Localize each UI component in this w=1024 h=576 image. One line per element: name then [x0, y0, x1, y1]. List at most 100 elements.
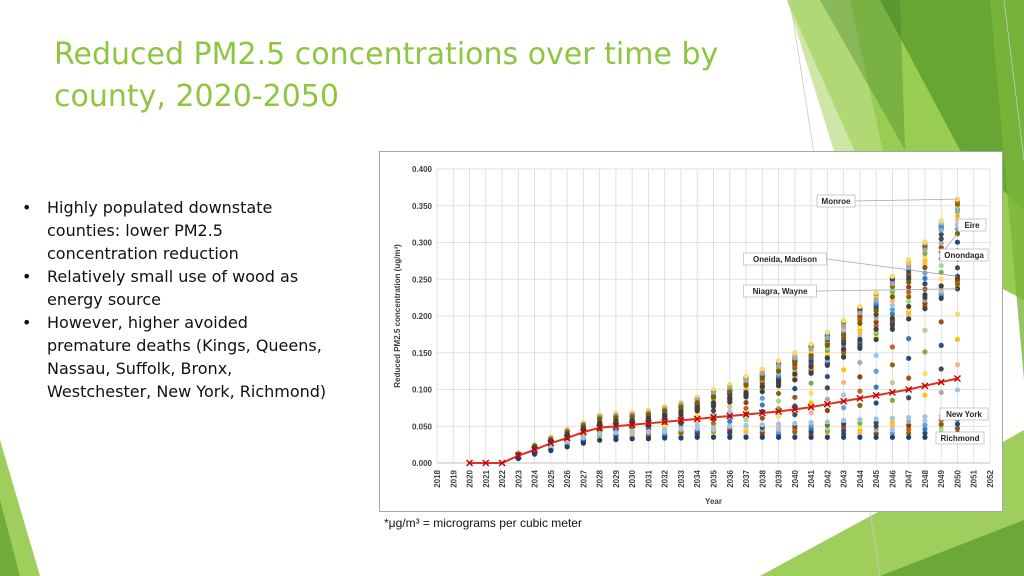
county-marker — [954, 286, 961, 292]
county-marker — [906, 355, 912, 361]
x-tick-label: 2039 — [775, 469, 784, 487]
x-tick-label: 2018 — [433, 469, 442, 487]
county-marker — [824, 342, 830, 348]
x-tick-label: 2037 — [742, 469, 751, 487]
county-marker — [873, 384, 879, 390]
county-marker — [743, 378, 749, 384]
county-marker — [922, 239, 928, 245]
county-marker — [792, 350, 798, 356]
county-marker — [873, 352, 879, 358]
county-marker — [824, 419, 830, 425]
county-marker — [694, 425, 700, 432]
county-marker — [759, 370, 765, 376]
average-marker — [872, 391, 880, 399]
county-marker — [857, 388, 863, 394]
county-marker — [678, 426, 684, 432]
county-marker — [727, 399, 733, 405]
county-marker — [808, 400, 814, 406]
average-marker — [710, 413, 717, 421]
x-tick-label: 2024 — [531, 469, 540, 487]
county-marker — [808, 380, 814, 386]
county-marker — [710, 403, 717, 410]
county-marker — [873, 315, 879, 321]
county-marker — [889, 430, 896, 437]
county-marker — [808, 353, 814, 359]
x-tick-label: 2019 — [449, 469, 458, 487]
callout-label: Oneida, Madison — [753, 255, 817, 264]
average-marker — [579, 428, 587, 436]
county-marker — [922, 275, 928, 281]
county-marker — [727, 404, 733, 410]
county-marker — [938, 366, 944, 372]
county-marker — [808, 410, 814, 416]
county-marker — [889, 397, 896, 403]
county-marker — [678, 404, 684, 410]
county-marker — [906, 298, 912, 305]
county-marker — [922, 418, 928, 424]
x-tick-label: 2046 — [888, 469, 897, 487]
average-marker — [563, 434, 571, 442]
x-tick-label: 2030 — [628, 469, 637, 487]
county-marker — [938, 227, 944, 233]
county-marker — [954, 387, 961, 393]
bullet-line: Highly populated downstate — [47, 198, 273, 217]
county-marker — [889, 302, 896, 309]
county-marker — [922, 430, 928, 436]
slide-title-line: Reduced PM2.5 concentrations over time b… — [54, 37, 719, 72]
county-marker — [906, 256, 912, 263]
county-marker — [727, 434, 733, 440]
county-marker — [759, 395, 765, 401]
y-tick-label: 0.100 — [412, 386, 433, 395]
county-marker — [841, 332, 847, 338]
county-marker — [808, 390, 814, 396]
x-tick-label: 2022 — [498, 469, 507, 487]
bullet-line: premature deaths (Kings, Queens, — [47, 336, 322, 355]
county-marker — [613, 414, 619, 421]
x-tick-label: 2049 — [937, 469, 946, 487]
county-marker — [873, 297, 879, 303]
x-tick-label: 2026 — [563, 469, 572, 487]
county-marker — [759, 415, 765, 421]
county-marker — [906, 303, 912, 310]
county-marker — [873, 289, 879, 296]
county-marker — [662, 427, 668, 433]
y-tick-label: 0.000 — [412, 459, 433, 468]
county-marker — [808, 434, 814, 440]
county-marker — [743, 399, 749, 406]
bullet-line: Relatively small use of wood as — [47, 267, 299, 286]
y-tick-label: 0.050 — [412, 422, 433, 431]
county-marker — [662, 408, 668, 414]
x-tick-label: 2027 — [579, 469, 588, 487]
county-marker — [857, 320, 863, 326]
county-marker — [857, 310, 863, 316]
county-marker — [548, 444, 554, 450]
x-tick-label: 2034 — [693, 469, 702, 487]
county-marker — [906, 418, 912, 424]
slide-title-line: county, 2020-2050 — [54, 79, 339, 114]
county-marker — [938, 231, 944, 238]
x-tick-label: 2038 — [758, 469, 767, 487]
county-marker — [678, 411, 684, 418]
county-marker — [743, 373, 749, 379]
county-marker — [808, 364, 814, 370]
county-marker — [873, 427, 879, 433]
county-marker — [938, 319, 944, 325]
county-marker — [873, 308, 879, 314]
callout-label: New York — [946, 410, 982, 419]
county-marker — [889, 419, 896, 425]
county-marker — [906, 279, 912, 285]
county-marker — [775, 358, 782, 364]
county-marker — [889, 311, 896, 317]
county-marker — [954, 421, 961, 427]
county-marker — [922, 292, 928, 298]
county-marker — [954, 425, 961, 432]
county-marker — [906, 264, 912, 271]
average-marker — [807, 403, 815, 411]
county-marker — [759, 375, 765, 382]
county-marker — [873, 416, 879, 422]
county-marker — [775, 398, 782, 404]
callout-box — [957, 218, 987, 232]
callout-box — [743, 252, 827, 266]
county-marker — [873, 434, 879, 440]
county-marker — [954, 362, 961, 368]
